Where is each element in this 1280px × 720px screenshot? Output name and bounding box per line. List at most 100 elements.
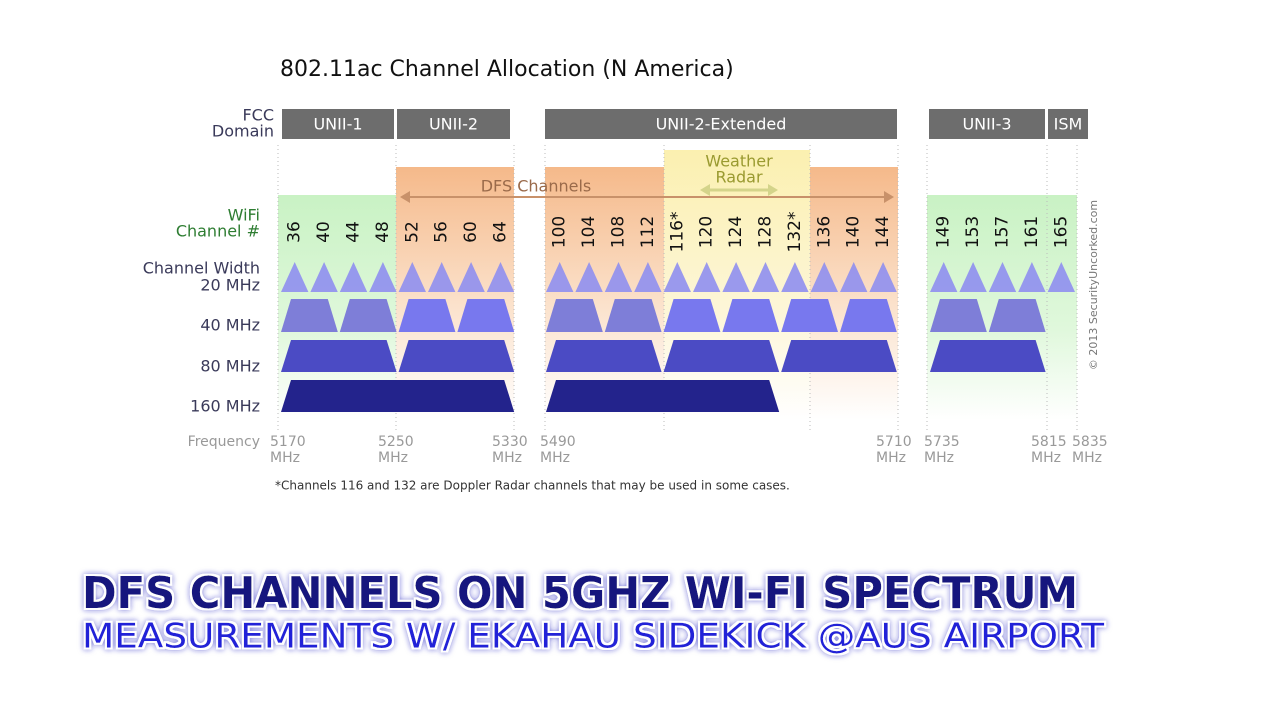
channel-number: 144 [873,216,893,248]
channel-width-label: Channel Width [143,259,260,278]
trap-40mhz [339,299,397,332]
headline: DFS CHANNELS ON 5GHZ WI-FI SPECTRUM [82,568,1078,619]
frequency-label: Frequency [188,434,260,450]
tri-20mhz [398,262,426,292]
trap-40mhz [281,299,338,332]
channel-number: 112 [638,216,658,248]
tri-20mhz [428,262,456,292]
frequency-unit: MHz [1031,450,1061,466]
trap-40mhz [930,299,987,332]
frequency-number: 5835 [1072,434,1108,450]
dfs-label: DFS Channels [481,177,592,196]
trap-80mhz [546,340,662,372]
trap-40mhz [663,299,721,332]
channel-number: 124 [726,216,746,248]
channel-number: 120 [697,216,717,248]
tri-20mhz [1047,262,1075,292]
subheadline: MEASUREMENTS W/ EKAHAU SIDEKICK @AUS AIR… [82,617,1104,657]
tri-20mhz [722,262,750,292]
domain-label: UNII-3 [962,115,1011,134]
tri-20mhz [369,262,397,292]
channel-number: 128 [756,216,776,248]
tri-20mhz [751,262,780,292]
trap-80mhz [281,340,397,372]
trap-40mhz [840,299,897,332]
frequency-number: 5250 [378,434,414,450]
width-label: 20 MHz [200,276,260,295]
footnote: *Channels 116 and 132 are Doppler Radar … [275,479,790,493]
domain-bar [282,109,394,139]
frequency-unit: MHz [924,450,954,466]
channel-number: 100 [550,216,570,248]
tri-20mhz [339,262,368,292]
channel-number: 36 [285,221,305,243]
trap-40mhz [988,299,1046,332]
trap-80mhz [663,340,780,372]
channel-number: 44 [344,221,364,243]
wifi-label: WiFi [228,206,260,225]
tri-20mhz [663,262,691,292]
domain-bar [397,109,510,139]
frequency-number: 5170 [270,434,306,450]
frequency-number: 5815 [1031,434,1067,450]
trap-80mhz [781,340,897,372]
trap-80mhz [398,340,515,372]
trap-40mhz [457,299,515,332]
tri-20mhz [959,262,987,292]
channel-number: 116* [667,212,687,253]
channel-number: 108 [609,216,629,248]
channel-number: 165 [1051,216,1071,248]
channel-number: 149 [934,216,954,248]
tri-20mhz [869,262,897,292]
channel-number: 52 [402,221,422,243]
channel-number: 161 [1022,216,1042,248]
tri-20mhz [930,262,958,292]
domain-bar [1048,109,1088,139]
channel-number: 136 [814,216,834,248]
channel-number: 140 [844,216,864,248]
tri-20mhz [810,262,838,292]
channel-number: 157 [993,216,1013,248]
copyright: © 2013 SecurityUncorked.com [1087,200,1100,370]
domain-label: UNII-1 [313,115,362,134]
channel-number: 132* [785,212,805,253]
fcc-label: Domain [212,122,274,141]
dfs-region [396,167,514,420]
domain-label: UNII-2-Extended [656,115,787,134]
tri-20mhz [457,262,485,292]
tri-20mhz [634,262,662,292]
frequency-unit: MHz [492,450,522,466]
frequency-unit: MHz [1072,450,1102,466]
frequency-unit: MHz [540,450,570,466]
frequency-number: 5330 [492,434,528,450]
tri-20mhz [604,262,633,292]
tri-20mhz [575,262,603,292]
frequency-unit: MHz [378,450,408,466]
frequency-unit: MHz [876,450,906,466]
weather-label: Radar [715,168,763,187]
domain-label: UNII-2 [429,115,478,134]
title: 802.11ac Channel Allocation (N America) [280,57,734,82]
domain-bar [929,109,1045,139]
trap-160mhz [281,380,515,412]
trap-40mhz [604,299,662,332]
tri-20mhz [281,262,309,292]
tri-20mhz [486,262,515,292]
channel-number: 104 [579,216,599,248]
width-label: 40 MHz [200,316,260,335]
channel-number: 40 [314,221,334,243]
channel-number: 64 [491,221,511,243]
channel-number: 60 [461,221,481,243]
frequency-number: 5735 [924,434,960,450]
channel-number: 153 [963,216,983,248]
tri-20mhz [840,262,868,292]
fcc-label: FCC [242,106,274,125]
frequency-number: 5490 [540,434,576,450]
tri-20mhz [546,262,574,292]
tri-20mhz [781,262,809,292]
trap-40mhz [398,299,456,332]
frequency-unit: MHz [270,450,300,466]
